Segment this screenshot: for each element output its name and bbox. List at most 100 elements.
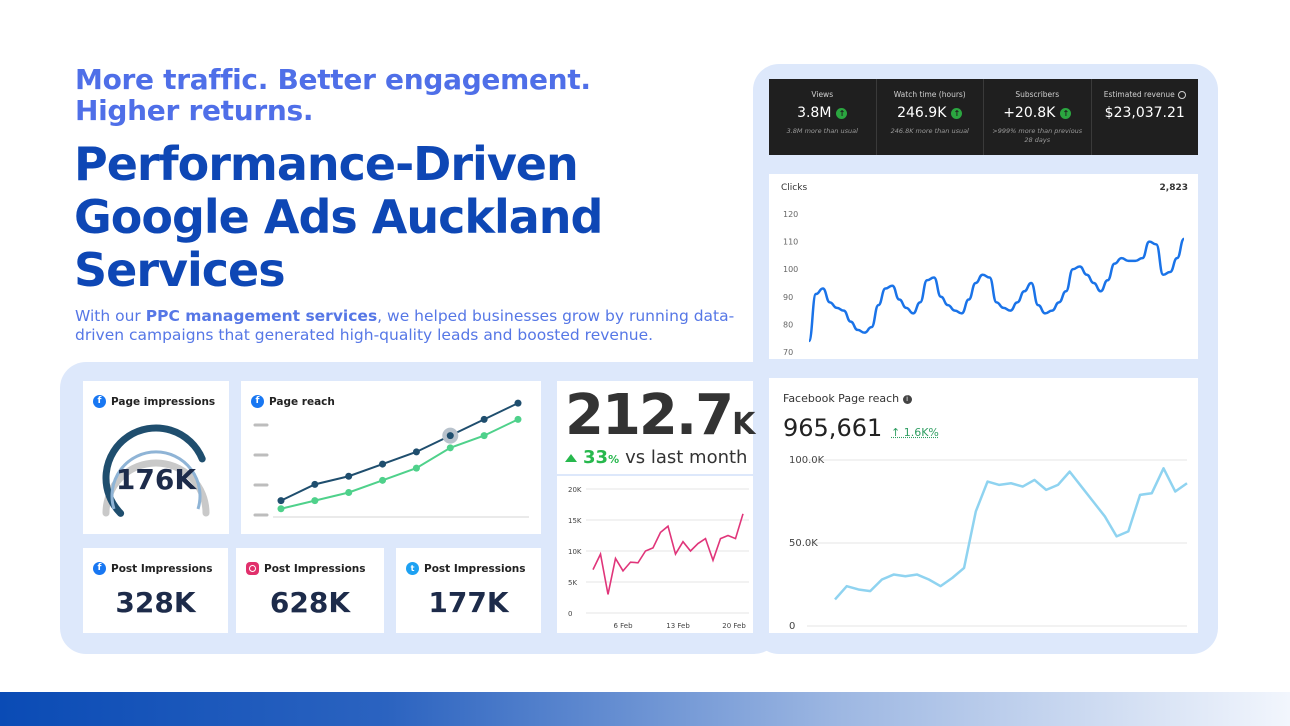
clicks-chart: 70 80 90 100 110 120 <box>783 210 1185 357</box>
instagram-icon <box>246 562 259 575</box>
info-icon[interactable]: i <box>902 395 912 404</box>
clock-icon <box>1177 91 1186 99</box>
page-reach-current-point <box>412 448 420 456</box>
trend-y-tick-label: 20K <box>568 486 582 494</box>
clicks-y-tick-label: 110 <box>783 238 798 247</box>
hero-description: With our PPC management services, we hel… <box>75 307 755 345</box>
page-reach-current-point <box>514 399 522 407</box>
arrow-up-icon: ↑ <box>951 107 963 119</box>
post-impressions-title: Post Impressions <box>111 562 213 575</box>
fb-post-impressions-card: f Post Impressions 328K <box>83 548 228 633</box>
page-reach-previous-point <box>277 505 285 513</box>
facebook-reach-card: Facebook Page reach i 965,661 ↑ 1.6K% 0 5… <box>769 378 1198 633</box>
post-impressions-title: Post Impressions <box>264 562 366 575</box>
page-reach-current-point <box>379 460 387 468</box>
clicks-y-tick-label: 100 <box>783 265 798 274</box>
clicks-total: 2,823 <box>1159 183 1188 193</box>
monthly-unit: K <box>732 407 756 442</box>
ppc-services-link[interactable]: PPC management services <box>145 307 378 325</box>
fb-reach-title: Facebook Page reach <box>783 392 900 405</box>
page-reach-current-point <box>345 472 353 480</box>
clicks-y-tick-label: 90 <box>783 293 793 302</box>
trend-y-tick-label: 5K <box>568 579 577 587</box>
page-reach-card: f Page reach <box>241 381 541 534</box>
monthly-change-pct-sign: % <box>608 453 620 466</box>
clicks-title: Clicks <box>781 183 808 193</box>
facebook-reach-chart: 0 50.0K 100.0K <box>789 455 1188 632</box>
fb-reach-change-value: 1.6K% <box>903 426 939 439</box>
page-impressions-card: f Page impressions 176K <box>83 381 229 534</box>
fb-reach-y-tick-label: 0 <box>789 621 795 632</box>
subscribers-stat[interactable]: Subscribers +20.8K ↑ >999% more than prev… <box>984 79 1092 155</box>
trend-series-line <box>592 513 744 595</box>
clicks-y-tick-label: 80 <box>783 320 793 329</box>
desc-after: , we helped businesses grow by running d… <box>75 307 735 344</box>
revenue-value: $23,037.21 <box>1104 105 1185 121</box>
watch-sub: 246.8K more than usual <box>890 127 969 135</box>
page-reach-chart <box>253 399 529 518</box>
revenue-label: Estimated revenue <box>1103 90 1175 99</box>
page-reach-current-point <box>446 432 454 440</box>
fb-reach-change: ↑ 1.6K% <box>891 426 939 439</box>
post-impressions-title: Post Impressions <box>424 562 526 575</box>
page-reach-current-point <box>480 415 488 423</box>
tagline: More traffic. Better engagement. Higher … <box>75 63 591 127</box>
clicks-y-tick-label: 70 <box>783 348 793 357</box>
views-stat[interactable]: Views 3.8M ↑ 3.8M more than usual <box>769 79 877 155</box>
views-value: 3.8M <box>797 105 832 121</box>
post-impressions-value: 628K <box>269 586 351 619</box>
fb-reach-value: 965,661 <box>783 414 883 442</box>
revenue-stat[interactable]: Estimated revenue $23,037.21 <box>1092 79 1199 155</box>
monthly-change-text: vs last month <box>625 447 748 468</box>
subs-value: +20.8K <box>1003 105 1056 121</box>
subs-label: Subscribers <box>1015 90 1060 99</box>
watch-time-stat[interactable]: Watch time (hours) 246.9K ↑ 246.8K more t… <box>877 79 984 155</box>
gauge-inner-ring <box>110 450 202 510</box>
monthly-change-pct: 33 <box>583 447 609 468</box>
twitter-icon: t <box>406 562 419 575</box>
views-label: Views <box>811 90 834 99</box>
gauge-fill <box>102 424 206 517</box>
trend-x-tick-label: 20 Feb <box>722 622 746 630</box>
page-reach-previous-point <box>514 415 522 423</box>
page-reach-previous-line <box>280 418 519 510</box>
twitter-post-impressions-card: t Post Impressions 177K <box>396 548 541 633</box>
post-impressions-value: 177K <box>428 586 509 619</box>
page-reach-previous-point <box>311 497 319 505</box>
page-reach-current-point <box>311 480 319 488</box>
impressions-gauge <box>102 424 210 517</box>
page-reach-previous-point <box>412 464 420 472</box>
watch-value: 246.9K <box>897 105 947 121</box>
page-reach-previous-point <box>480 432 488 440</box>
triangle-up-icon <box>565 453 577 462</box>
monthly-trend-chart: 0 5K 10K 15K 20K 6 Feb 13 Feb 20 Feb <box>568 486 749 630</box>
trend-x-tick-label: 6 Feb <box>613 622 633 630</box>
monthly-value: 212.7 <box>565 383 734 448</box>
views-sub: 3.8M more than usual <box>786 127 858 135</box>
post-impressions-value: 328K <box>115 586 196 619</box>
clicks-series-line <box>807 237 1185 343</box>
monthly-summary-card: 212.7K 33% vs last month <box>557 381 756 474</box>
footer-gradient-band <box>0 692 1290 726</box>
trend-x-tick-label: 13 Feb <box>666 622 690 630</box>
page-reach-current-line <box>280 402 519 502</box>
page-reach-previous-point <box>379 476 387 484</box>
clicks-card: Clicks 2,823 70 80 90 100 110 120 <box>769 174 1198 359</box>
page-title: Performance-Driven Google Ads Auckland S… <box>74 137 604 297</box>
arrow-up-icon: ↑ <box>1060 107 1072 119</box>
fb-reach-y-tick-label: 50.0K <box>789 538 818 549</box>
page-impressions-value: 176K <box>115 463 197 496</box>
subs-sub: >999% more than previous 28 days <box>992 127 1083 144</box>
page-reach-current-point <box>277 497 285 505</box>
page-reach-previous-point <box>446 444 454 452</box>
desc-before: With our <box>75 307 146 325</box>
clicks-y-tick-label: 120 <box>783 210 798 219</box>
facebook-icon: f <box>251 395 264 408</box>
trend-y-tick-label: 10K <box>568 548 582 556</box>
page-reach-previous-point <box>345 489 353 496</box>
monthly-trend-card: 0 5K 10K 15K 20K 6 Feb 13 Feb 20 Feb <box>557 476 753 633</box>
fb-reach-series-line <box>834 467 1188 601</box>
arrow-up-icon: ↑ <box>836 107 848 119</box>
page-impressions-title: Page impressions <box>111 395 216 408</box>
watch-label: Watch time (hours) <box>893 90 966 99</box>
